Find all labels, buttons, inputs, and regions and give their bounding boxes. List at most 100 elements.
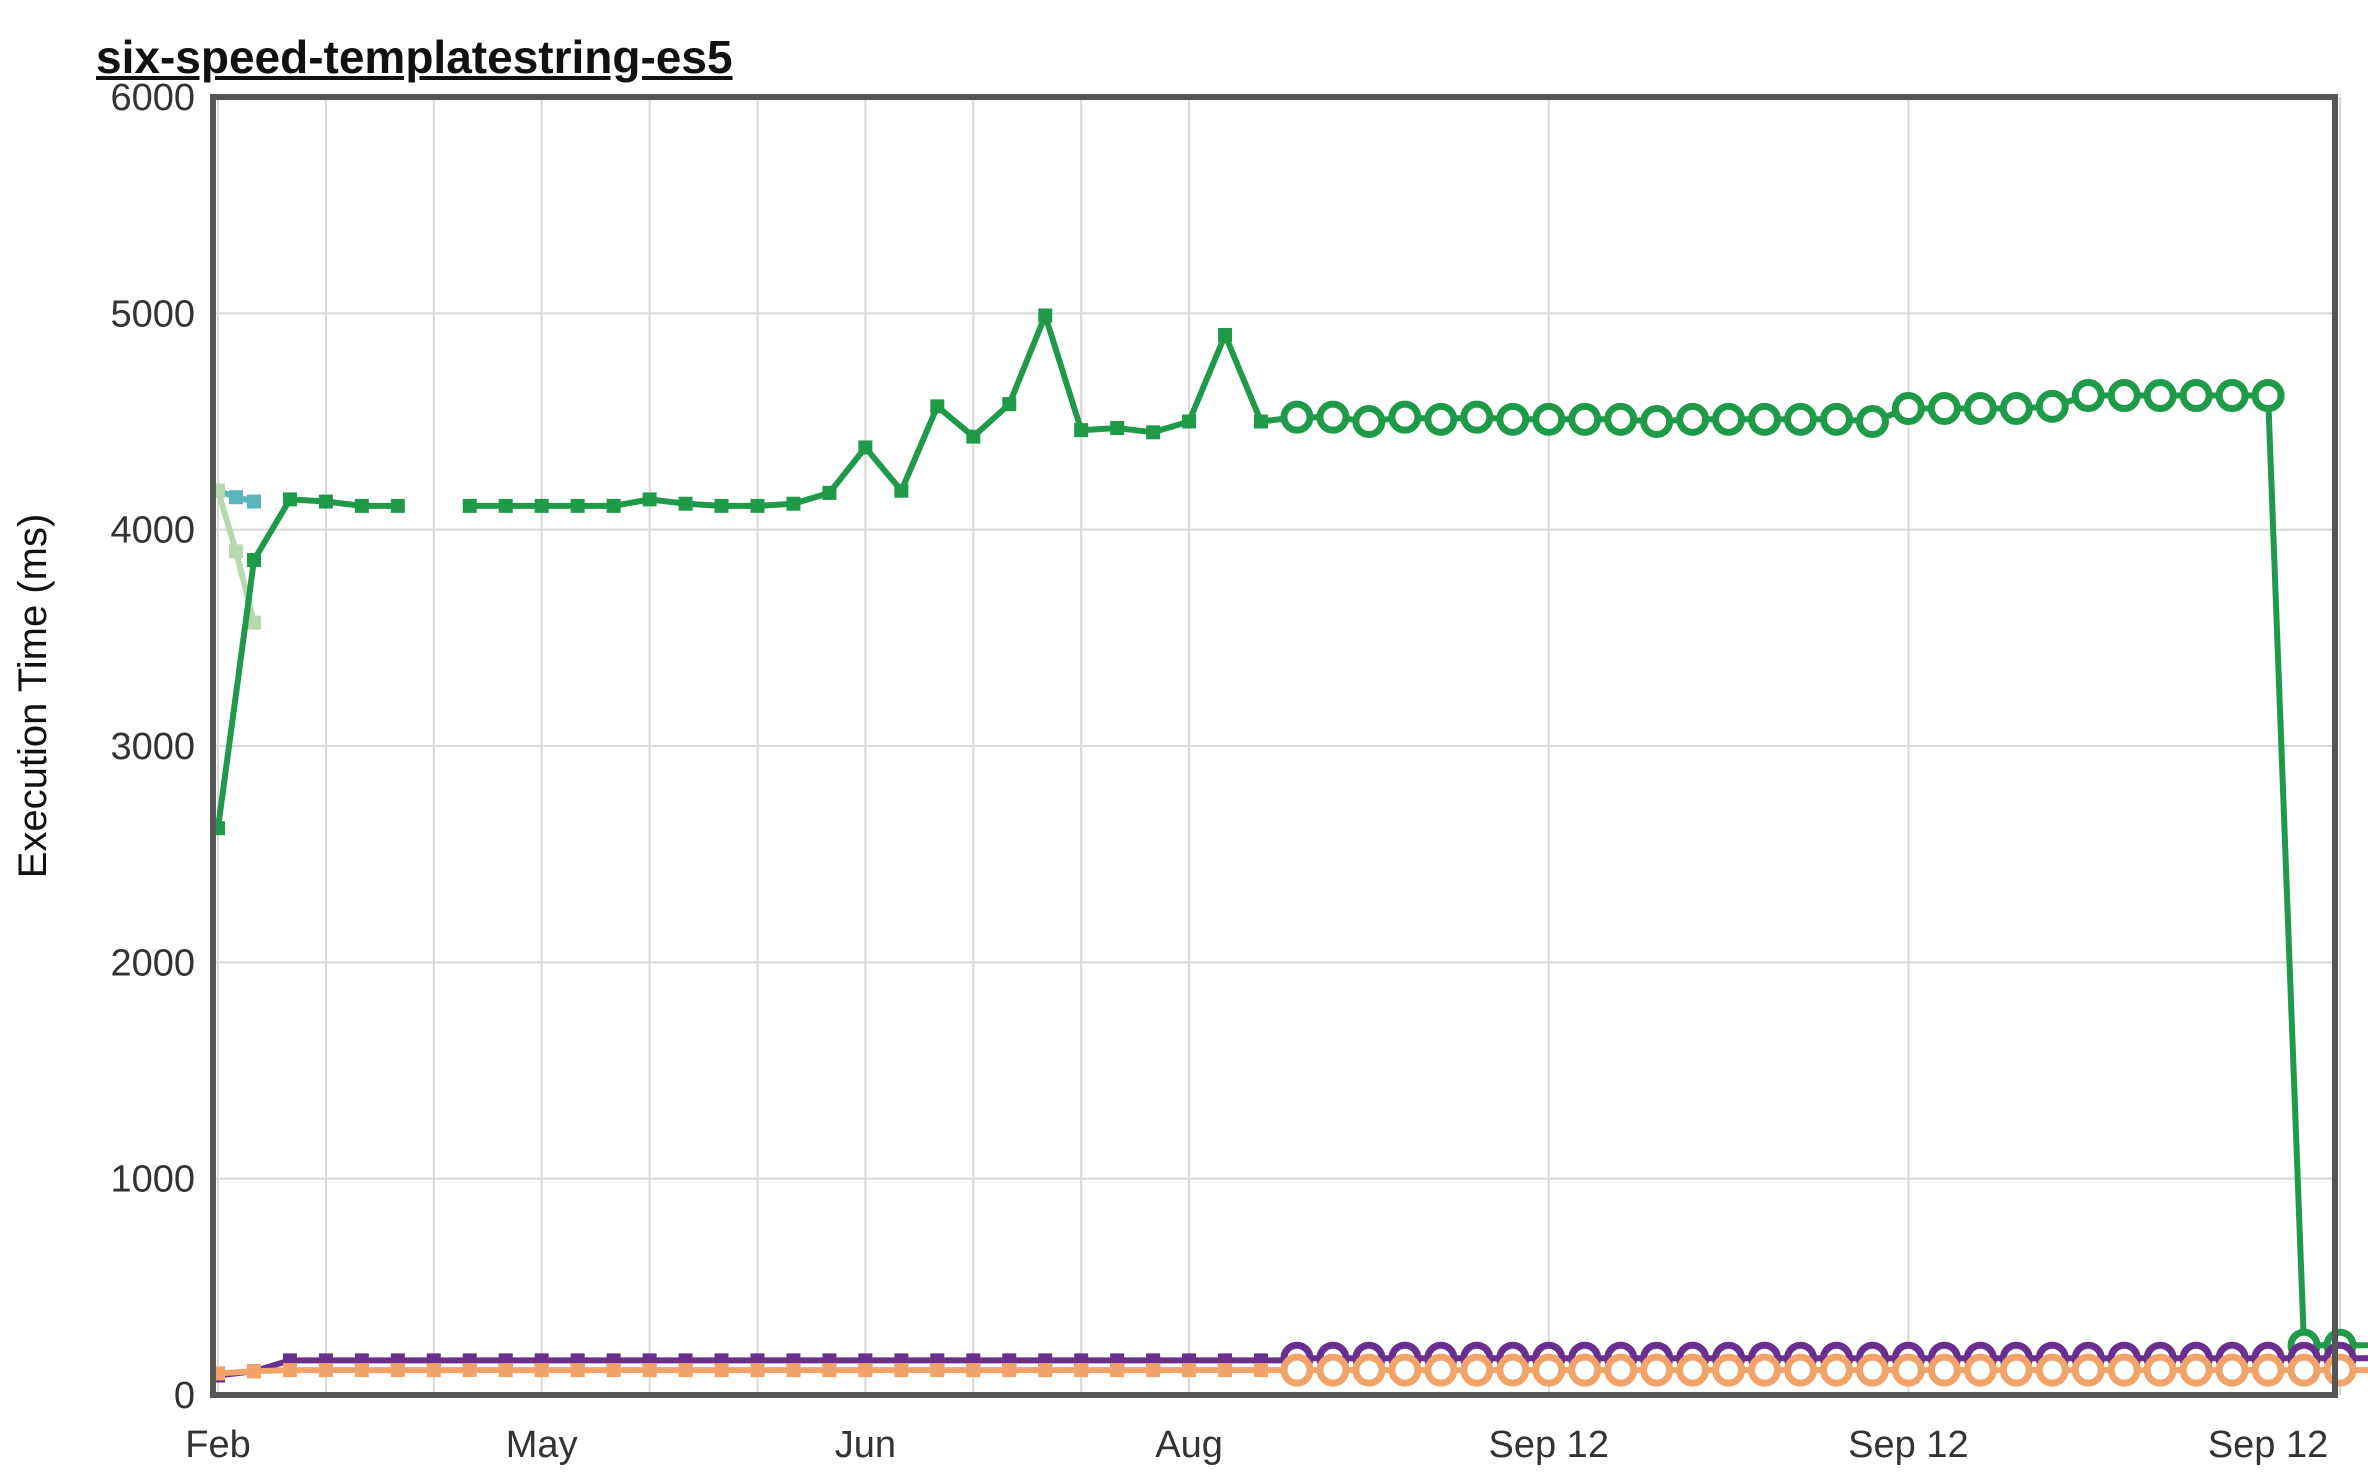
data-point — [966, 429, 981, 444]
data-point — [2143, 1353, 2177, 1387]
data-point — [1712, 1353, 1746, 1387]
data-point — [606, 498, 621, 513]
data-point — [2071, 379, 2105, 413]
data-point — [1038, 1363, 1053, 1378]
data-point — [1316, 400, 1350, 434]
data-point — [246, 1364, 261, 1379]
data-point — [1604, 1353, 1638, 1387]
data-point — [2143, 379, 2177, 413]
data-point — [246, 494, 261, 509]
data-point — [1038, 308, 1053, 323]
data-point — [1496, 1353, 1530, 1387]
data-point — [642, 1363, 657, 1378]
data-point — [1316, 1353, 1350, 1387]
data-point — [1640, 1353, 1674, 1387]
data-point — [534, 498, 549, 513]
data-point — [1999, 392, 2033, 426]
data-point — [1819, 402, 1853, 436]
data-point — [1182, 414, 1197, 429]
y-tick-label: 0 — [174, 1375, 195, 1417]
data-point — [246, 615, 261, 630]
y-tick-label: 2000 — [110, 942, 195, 984]
data-point — [1819, 1353, 1853, 1387]
data-point — [2107, 1353, 2141, 1387]
data-point — [1280, 400, 1314, 434]
series-layer — [211, 308, 2368, 1387]
y-tick-label: 5000 — [110, 293, 195, 335]
data-point — [1568, 1353, 1602, 1387]
data-point — [2251, 379, 2285, 413]
data-point — [1784, 1353, 1818, 1387]
data-point — [1891, 1353, 1925, 1387]
data-point — [2215, 1353, 2249, 1387]
tick-labels: 0 1000 2000 3000 4000 5000 6000 Feb May Jun Aug Sep… — [110, 77, 2328, 1466]
data-point — [534, 1363, 549, 1378]
x-tick-label: Sep 12 — [1848, 1424, 1968, 1466]
y-tick-label: 3000 — [110, 726, 195, 768]
data-point — [390, 498, 405, 513]
data-point — [2107, 379, 2141, 413]
data-point — [318, 1363, 333, 1378]
data-point — [1388, 1353, 1422, 1387]
data-point — [642, 492, 657, 507]
data-point — [570, 1363, 585, 1378]
data-point — [2071, 1353, 2105, 1387]
data-point — [858, 440, 873, 455]
data-point — [2179, 1353, 2213, 1387]
data-point — [1074, 1363, 1089, 1378]
data-point — [498, 498, 513, 513]
data-point — [1496, 402, 1530, 436]
data-point — [1002, 397, 1017, 412]
data-point — [930, 1363, 945, 1378]
chart-title: six-speed-templatestring-es5 — [96, 31, 733, 83]
x-tick-label: Sep 12 — [2208, 1424, 2328, 1466]
data-point — [1254, 414, 1269, 429]
data-point — [2251, 1353, 2285, 1387]
data-point — [1640, 405, 1674, 438]
data-point — [1532, 1353, 1566, 1387]
x-tick-label: Aug — [1155, 1424, 1223, 1466]
data-point — [1002, 1363, 1017, 1378]
data-point — [1999, 1353, 2033, 1387]
data-point — [390, 1363, 405, 1378]
data-point — [1855, 1353, 1889, 1387]
data-point — [462, 498, 477, 513]
data-point — [714, 498, 729, 513]
data-point — [318, 494, 333, 509]
y-tick-label: 4000 — [110, 510, 195, 552]
data-point — [1604, 402, 1638, 436]
series-2 — [211, 308, 1304, 836]
data-point — [498, 1363, 513, 1378]
x-tick-label: Feb — [185, 1424, 250, 1466]
data-point — [1460, 400, 1494, 434]
data-point — [858, 1363, 873, 1378]
data-point — [1676, 1353, 1710, 1387]
data-point — [282, 492, 297, 507]
data-point — [354, 498, 369, 513]
data-point — [228, 544, 243, 559]
data-point — [1074, 423, 1089, 438]
data-point — [894, 483, 909, 498]
data-point — [822, 485, 837, 500]
data-point — [1927, 1353, 1961, 1387]
data-point — [1182, 1363, 1197, 1378]
data-point — [1748, 1353, 1782, 1387]
grid-lines — [213, 96, 2341, 1396]
data-point — [1110, 1363, 1125, 1378]
data-point — [1855, 405, 1889, 438]
data-point — [426, 1363, 441, 1378]
data-point — [1712, 402, 1746, 436]
data-point — [822, 1363, 837, 1378]
data-point — [1110, 420, 1125, 435]
data-point — [2287, 1353, 2321, 1387]
data-point — [1963, 1353, 1997, 1387]
y-tick-label: 6000 — [110, 77, 195, 119]
data-point — [1532, 402, 1566, 436]
data-point — [1352, 405, 1386, 438]
x-tick-label: Sep 12 — [1489, 1424, 1609, 1466]
data-point — [2179, 379, 2213, 413]
data-point — [2035, 1353, 2069, 1387]
y-tick-label: 1000 — [110, 1159, 195, 1201]
data-point — [1460, 1353, 1494, 1387]
